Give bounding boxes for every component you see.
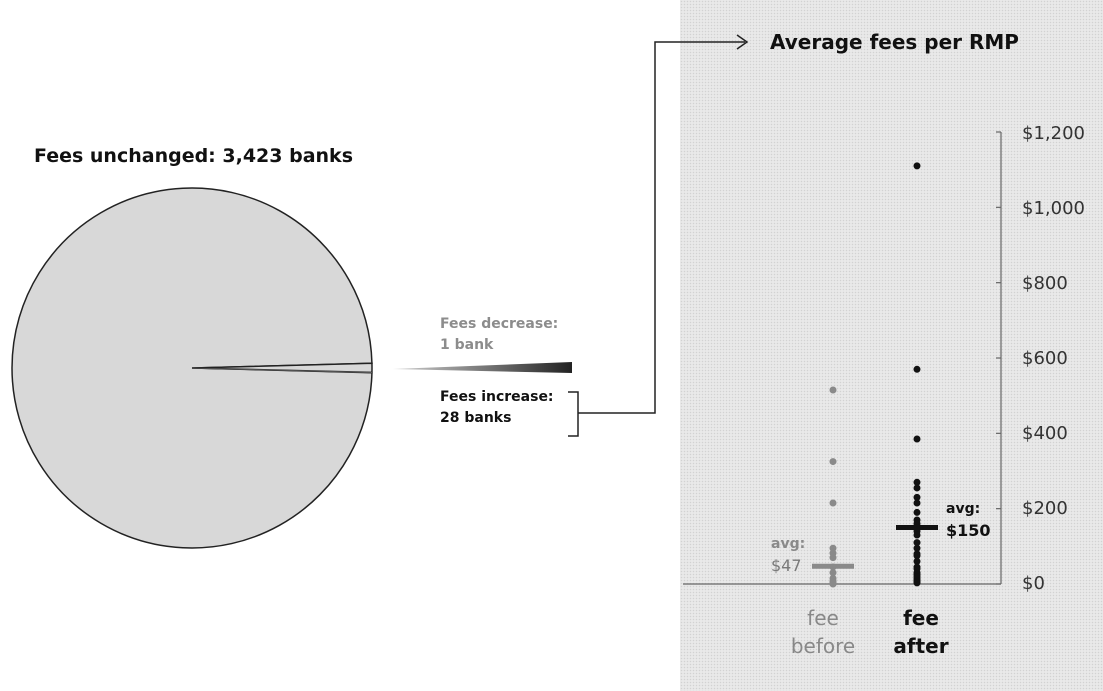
avg-label-after: avg: $150 [946,499,991,541]
y-tick-label: $400 [1022,423,1068,444]
decrease-label-line1: Fees decrease: [440,316,559,332]
avg-label-before: avg: $47 [771,534,805,576]
y-tick-label: $600 [1022,348,1068,369]
increase-bracket [568,391,579,437]
data-point [913,493,921,501]
data-point [913,162,921,170]
data-point [913,484,921,492]
strip-plot-panel [680,0,1103,691]
data-point [913,435,921,443]
y-tick-label: $800 [1022,273,1068,294]
data-point [913,552,921,560]
avg-value: $47 [771,556,802,575]
y-tick-label: $200 [1022,498,1068,519]
decrease-label: Fees decrease: 1 bank [440,314,590,356]
data-point [913,579,921,587]
connector-line [578,41,745,414]
data-point [829,580,837,588]
data-point [829,544,837,552]
data-point [829,499,837,507]
x-category-label-before: fee before [778,604,868,660]
increase-label-line2: 28 banks [440,410,512,426]
data-point [913,508,921,516]
x-category-label-after: fee after [876,604,966,660]
decrease-label-line2: 1 bank [440,337,494,353]
pie-title: Fees unchanged: 3,423 banks [34,145,354,167]
data-point [913,531,921,539]
data-point [829,554,837,562]
data-point [829,569,837,577]
data-point [829,458,837,466]
y-tick-label: $0 [1022,573,1045,594]
chart-title: Average fees per RMP [770,30,1019,54]
y-tick-label: $1,000 [1022,198,1085,219]
data-point [913,499,921,507]
y-tick-label: $1,200 [1022,123,1085,144]
data-point [913,478,921,486]
x-category-label-line: fee [807,606,839,630]
avg-title: avg: [771,536,806,552]
explode-wedge [393,362,572,373]
pie-slice-unchanged [11,187,373,549]
data-point [913,365,921,373]
arrow-icon [736,34,749,50]
pie-slice-decrease [191,367,373,374]
data-point [913,544,921,552]
x-category-label-line: after [893,634,949,658]
data-point [913,539,921,547]
increase-label-line1: Fees increase: [440,389,554,405]
avg-value: $150 [946,521,991,540]
data-point [913,557,921,565]
increase-label: Fees increase: 28 banks [440,387,590,429]
avg-title: avg: [946,501,981,517]
x-category-label-line: fee [903,606,939,630]
data-point [829,386,837,394]
x-category-label-line: before [790,634,856,658]
